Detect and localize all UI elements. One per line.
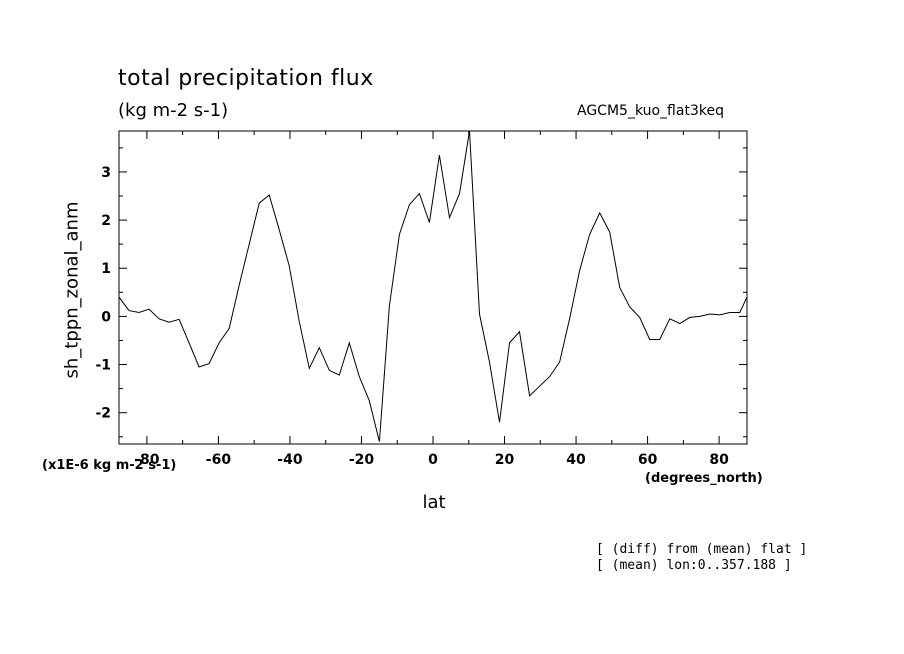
y-tick-label: -2	[95, 406, 111, 422]
y-tick-label: 2	[101, 213, 111, 229]
x-tick-label: 0	[428, 452, 438, 468]
data-lines	[118, 130, 748, 442]
x-tick-label: -20	[349, 452, 375, 468]
tick-labels: -80 -60 -40 -20 0 20 40 60 80 -2 -1 0 1 2 3	[95, 165, 729, 468]
x-tick-label: -60	[206, 452, 232, 468]
plot-frame	[118, 130, 748, 445]
y-tick-label: 3	[101, 165, 111, 181]
x-tick-label: 20	[495, 452, 515, 468]
experiment-name: AGCM5_kuo_flat3keq	[577, 103, 724, 119]
x-tick-label: -40	[277, 452, 303, 468]
x-tick-label: 40	[566, 452, 586, 468]
x-tick-label: 80	[709, 452, 729, 468]
mean-note: [ (mean) lon:0..357.188 ]	[596, 558, 792, 573]
x-axis-units: (degrees_north)	[645, 471, 763, 486]
x-tick-label: -80	[134, 452, 160, 468]
axis-ticks	[119, 131, 747, 444]
chart-title: total precipitation flux	[118, 66, 374, 91]
chart-units: (kg m-2 s-1)	[118, 100, 229, 121]
y-tick-label: -1	[95, 358, 111, 374]
x-axis-label: lat	[422, 492, 446, 513]
y-tick-label: 0	[101, 309, 111, 325]
series-line	[118, 130, 748, 442]
scale-note: (x1E-6 kg m-2 s-1)	[42, 458, 177, 473]
diff-note: [ (diff) from (mean) flat ]	[596, 542, 808, 557]
x-tick-label: 60	[638, 452, 658, 468]
y-tick-label: 1	[101, 261, 111, 277]
